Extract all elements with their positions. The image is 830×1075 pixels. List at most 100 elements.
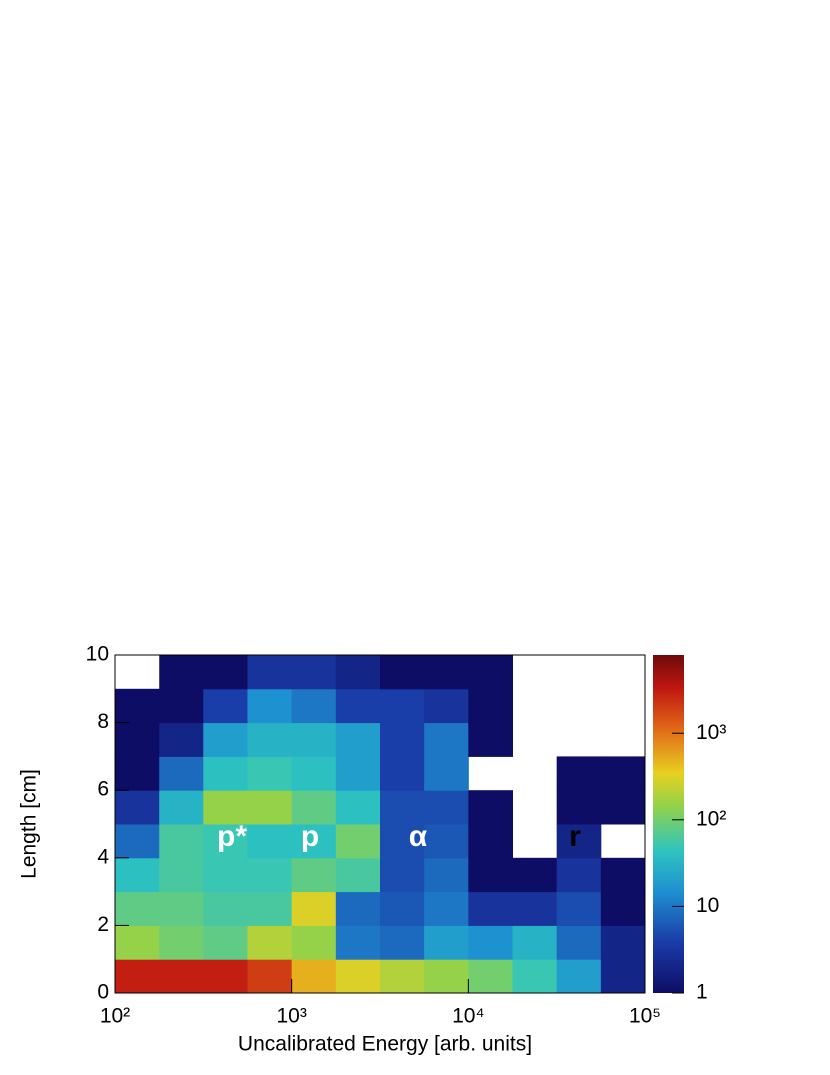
heat-cell xyxy=(379,756,425,791)
heat-cell xyxy=(115,925,160,960)
heat-cell xyxy=(291,925,337,960)
heat-cell xyxy=(115,688,160,724)
heat-cell xyxy=(468,891,514,926)
heat-cell xyxy=(247,824,293,859)
heat-cell xyxy=(468,790,514,825)
annotation: α xyxy=(409,820,428,853)
heat-cell xyxy=(335,722,381,757)
y-tick-label: 8 xyxy=(97,710,109,733)
heat-cell xyxy=(424,756,469,791)
heat-cell xyxy=(424,790,469,825)
heat-cell xyxy=(159,756,204,791)
heat-cell xyxy=(424,857,469,893)
heat-cell xyxy=(556,891,602,926)
heat-cell xyxy=(424,655,469,690)
heat-cell xyxy=(424,722,469,757)
heat-cell xyxy=(556,925,602,960)
heat-cell xyxy=(247,722,293,757)
heat-cell xyxy=(159,891,204,926)
heat-cell xyxy=(291,891,337,926)
heat-cell xyxy=(203,756,248,791)
y-tick-label: 2 xyxy=(97,913,109,936)
heat-cell xyxy=(335,925,381,960)
heat-cell xyxy=(468,857,514,893)
heat-cell xyxy=(600,891,646,926)
heat-cell xyxy=(247,790,293,825)
heat-cell xyxy=(379,857,425,893)
heat-cell xyxy=(512,959,558,994)
heat-cell xyxy=(115,891,160,926)
x-tick-label: 10³ xyxy=(276,1005,306,1028)
heat-cell xyxy=(600,790,646,825)
heat-cell xyxy=(203,688,248,724)
heat-cell xyxy=(335,790,381,825)
heat-cell xyxy=(379,722,425,757)
heat-cell xyxy=(512,925,558,960)
heat-cell xyxy=(556,824,602,859)
colorbar-tick-label: 1 xyxy=(696,981,708,1004)
heat-cell xyxy=(203,722,248,757)
heat-cell xyxy=(556,756,602,791)
heat-cell xyxy=(247,891,293,926)
heat-cell xyxy=(379,688,425,724)
heat-cell xyxy=(468,722,514,757)
heat-cell xyxy=(335,655,381,690)
x-axis-label: Uncalibrated Energy [arb. units] xyxy=(238,1033,532,1056)
heat-cell xyxy=(203,655,248,690)
heat-cell xyxy=(468,824,514,859)
heat-cell xyxy=(291,756,337,791)
colorbar-tick-label: 10³ xyxy=(696,721,726,744)
heat-cell xyxy=(203,857,248,893)
heat-cell xyxy=(115,857,160,893)
heat-cell xyxy=(335,824,381,859)
heat-cell xyxy=(468,655,514,690)
heat-cell xyxy=(468,925,514,960)
heat-cell xyxy=(203,824,248,859)
heat-cell xyxy=(600,959,646,994)
heat-cell xyxy=(159,959,204,994)
heat-cell xyxy=(335,959,381,994)
heat-cell xyxy=(203,925,248,960)
heat-cell xyxy=(424,925,469,960)
heat-cell xyxy=(291,857,337,893)
heat-cell xyxy=(247,857,293,893)
heat-cell xyxy=(203,959,248,994)
heat-cell xyxy=(424,959,469,994)
heat-cell xyxy=(335,756,381,791)
heat-cell xyxy=(203,790,248,825)
heat-cell xyxy=(291,722,337,757)
heat-cell xyxy=(159,722,204,757)
heat-cell xyxy=(556,790,602,825)
heat-cell xyxy=(247,959,293,994)
heat-cell xyxy=(159,655,204,690)
heat-cell xyxy=(291,688,337,724)
heat-cell xyxy=(424,688,469,724)
x-tick-label: 10² xyxy=(100,1005,130,1028)
heat-cell xyxy=(468,688,514,724)
heat-cell xyxy=(379,790,425,825)
heat-cell xyxy=(159,857,204,893)
heat-cell xyxy=(247,756,293,791)
heat-cell xyxy=(379,655,425,690)
heat-cell xyxy=(247,655,293,690)
heat-cell xyxy=(512,857,558,893)
colorbar-tick-label: 10² xyxy=(696,807,726,830)
heat-cell xyxy=(247,925,293,960)
heat-cell xyxy=(115,756,160,791)
heat-cell xyxy=(424,824,469,859)
plot-frame xyxy=(114,654,646,994)
heat-cell xyxy=(379,824,425,859)
heat-cell xyxy=(424,891,469,926)
y-tick-label: 4 xyxy=(97,845,109,868)
annotation: p xyxy=(301,820,319,853)
y-tick-label: 6 xyxy=(97,778,109,801)
heat-cell xyxy=(468,959,514,994)
heat-cell xyxy=(115,824,160,859)
heat-cell xyxy=(159,688,204,724)
heat-cell xyxy=(115,722,160,757)
heat-cell xyxy=(291,790,337,825)
colorbar-tick-label: 10 xyxy=(696,894,719,917)
heat-cell xyxy=(379,925,425,960)
annotation: r xyxy=(569,820,581,853)
